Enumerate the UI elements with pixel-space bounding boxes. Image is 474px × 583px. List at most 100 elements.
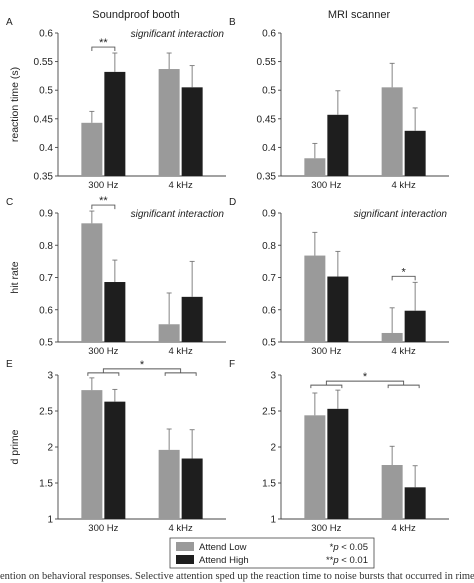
group-bracket-right xyxy=(164,372,197,376)
bar-attend-high-low-freq xyxy=(104,401,126,519)
legend-p01-rest: < 0.01 xyxy=(339,555,368,566)
x-tick-label: 300 Hz xyxy=(311,346,341,357)
panels-group: A Soundproof booth reaction time (s) 0.35 0.… xyxy=(6,9,449,534)
y-tick-label: 0.6 xyxy=(39,29,53,40)
x-tick-label: 300 Hz xyxy=(311,523,341,534)
y-tick-label: 0.7 xyxy=(39,273,53,284)
panel-label: C xyxy=(6,197,13,208)
bar-attend-low-high-freq xyxy=(381,332,403,342)
significance-marker: * xyxy=(140,359,145,371)
y-tick-label: 2.5 xyxy=(39,407,53,418)
interaction-annotation: significant interaction xyxy=(131,209,225,220)
legend-label-attend-high: Attend High xyxy=(199,555,249,566)
y-tick-label: 1 xyxy=(270,515,276,526)
bar-attend-low-low-freq xyxy=(81,390,103,519)
legend-p01-var: p xyxy=(332,555,338,566)
bar-attend-high-high-freq xyxy=(404,487,426,519)
panel-label: E xyxy=(6,359,13,370)
y-tick-label: 0.9 xyxy=(262,209,276,220)
y-tick-label: 0.6 xyxy=(262,29,276,40)
interaction-annotation: significant interaction xyxy=(131,29,225,40)
significance-marker: ** xyxy=(99,37,108,49)
y-tick-label: 0.5 xyxy=(262,86,276,97)
bar-attend-low-high-freq xyxy=(158,449,180,519)
bar-attend-high-low-freq xyxy=(104,282,126,342)
bar-attend-high-high-freq xyxy=(181,296,203,342)
x-tick-label: 4 kHz xyxy=(391,523,416,534)
x-tick-label: 300 Hz xyxy=(88,180,118,191)
bar-attend-low-high-freq xyxy=(158,324,180,342)
bar-attend-high-low-freq xyxy=(327,276,349,342)
y-tick-label: 2 xyxy=(47,443,53,454)
y-tick-label: 0.4 xyxy=(262,143,276,154)
bar-attend-high-high-freq xyxy=(404,310,426,342)
x-tick-label: 4 kHz xyxy=(168,346,193,357)
significance-bracket xyxy=(91,204,116,210)
significance-bracket xyxy=(325,380,405,386)
x-tick-label: 300 Hz xyxy=(88,346,118,357)
panel-label: A xyxy=(6,17,13,28)
panel-a: A Soundproof booth reaction time (s) 0.35 0.… xyxy=(6,9,226,191)
x-tick-label: 4 kHz xyxy=(168,523,193,534)
bar-attend-high-low-freq xyxy=(327,114,349,176)
y-tick-label: 0.8 xyxy=(39,241,53,252)
y-tick-label: 0.55 xyxy=(257,57,277,68)
significance-bracket xyxy=(91,46,116,52)
x-tick-label: 300 Hz xyxy=(311,180,341,191)
bar-attend-low-low-freq xyxy=(304,255,326,342)
panel-title: Soundproof booth xyxy=(92,9,179,21)
group-bracket-right xyxy=(387,384,420,389)
significance-marker: * xyxy=(401,266,406,278)
bar-attend-low-high-freq xyxy=(158,69,180,176)
bar-attend-high-low-freq xyxy=(104,71,126,176)
significance-bracket xyxy=(102,368,182,373)
y-tick-label: 0.45 xyxy=(257,114,277,125)
legend-p05-rest: < 0.05 xyxy=(339,542,368,553)
legend-swatch-attend-low xyxy=(176,542,194,551)
bar-attend-low-high-freq xyxy=(381,87,403,176)
x-tick-label: 4 kHz xyxy=(391,180,416,191)
legend-label-attend-low: Attend Low xyxy=(199,542,247,553)
legend-swatch-attend-high xyxy=(176,555,194,564)
x-tick-label: 4 kHz xyxy=(168,180,193,191)
bar-attend-high-high-freq xyxy=(181,458,203,519)
y-tick-label: 0.4 xyxy=(39,143,53,154)
significance-marker: * xyxy=(363,371,368,383)
y-tick-label: 0.5 xyxy=(39,338,53,349)
bar-attend-low-low-freq xyxy=(81,223,103,342)
y-tick-label: 0.7 xyxy=(262,273,276,284)
panel-label: B xyxy=(229,17,236,28)
y-tick-label: 1.5 xyxy=(39,479,53,490)
bar-attend-high-high-freq xyxy=(181,87,203,176)
legend-p01-marker: ** xyxy=(326,555,334,566)
y-tick-label: 0.45 xyxy=(34,114,54,125)
bar-attend-low-low-freq xyxy=(304,158,326,176)
group-bracket-left xyxy=(310,384,343,389)
interaction-annotation: significant interaction xyxy=(354,209,448,220)
y-tick-label: 0.55 xyxy=(34,57,54,68)
bar-attend-low-high-freq xyxy=(381,465,403,519)
panel-b: B MRI scanner 0.35 0.4 0.45 0.5 0.55 0.6 300 Hz 4… xyxy=(229,9,449,191)
panel-f: F 1 1.5 2 2.5 3 300 Hz 4 kHz * xyxy=(229,359,449,534)
bar-attend-low-low-freq xyxy=(304,415,326,519)
legend-box xyxy=(169,537,375,569)
y-tick-label: 0.5 xyxy=(39,86,53,97)
legend-p05-marker: * xyxy=(330,542,334,553)
y-tick-label: 3 xyxy=(270,371,276,382)
legend-p01-text: **p < 0.01 xyxy=(326,555,368,566)
group-bracket-left xyxy=(87,372,120,376)
bar-attend-high-low-freq xyxy=(327,408,349,519)
y-tick-label: 1.5 xyxy=(262,479,276,490)
legend-p05-text: *p < 0.05 xyxy=(330,542,368,553)
y-axis-label: reaction time (s) xyxy=(9,67,21,142)
figure-caption: ention on behavioral responses. Selectiv… xyxy=(0,571,474,582)
y-tick-label: 2 xyxy=(270,443,276,454)
x-tick-label: 300 Hz xyxy=(88,523,118,534)
bar-attend-high-high-freq xyxy=(404,130,426,176)
panel-d: D 0.5 0.6 0.7 0.8 0.9 300 Hz 4 kHz significant i… xyxy=(229,197,449,357)
bar-attend-low-low-freq xyxy=(81,122,103,176)
significance-bracket xyxy=(391,275,416,281)
x-tick-label: 4 kHz xyxy=(391,346,416,357)
y-axis-label: hit rate xyxy=(9,261,21,293)
